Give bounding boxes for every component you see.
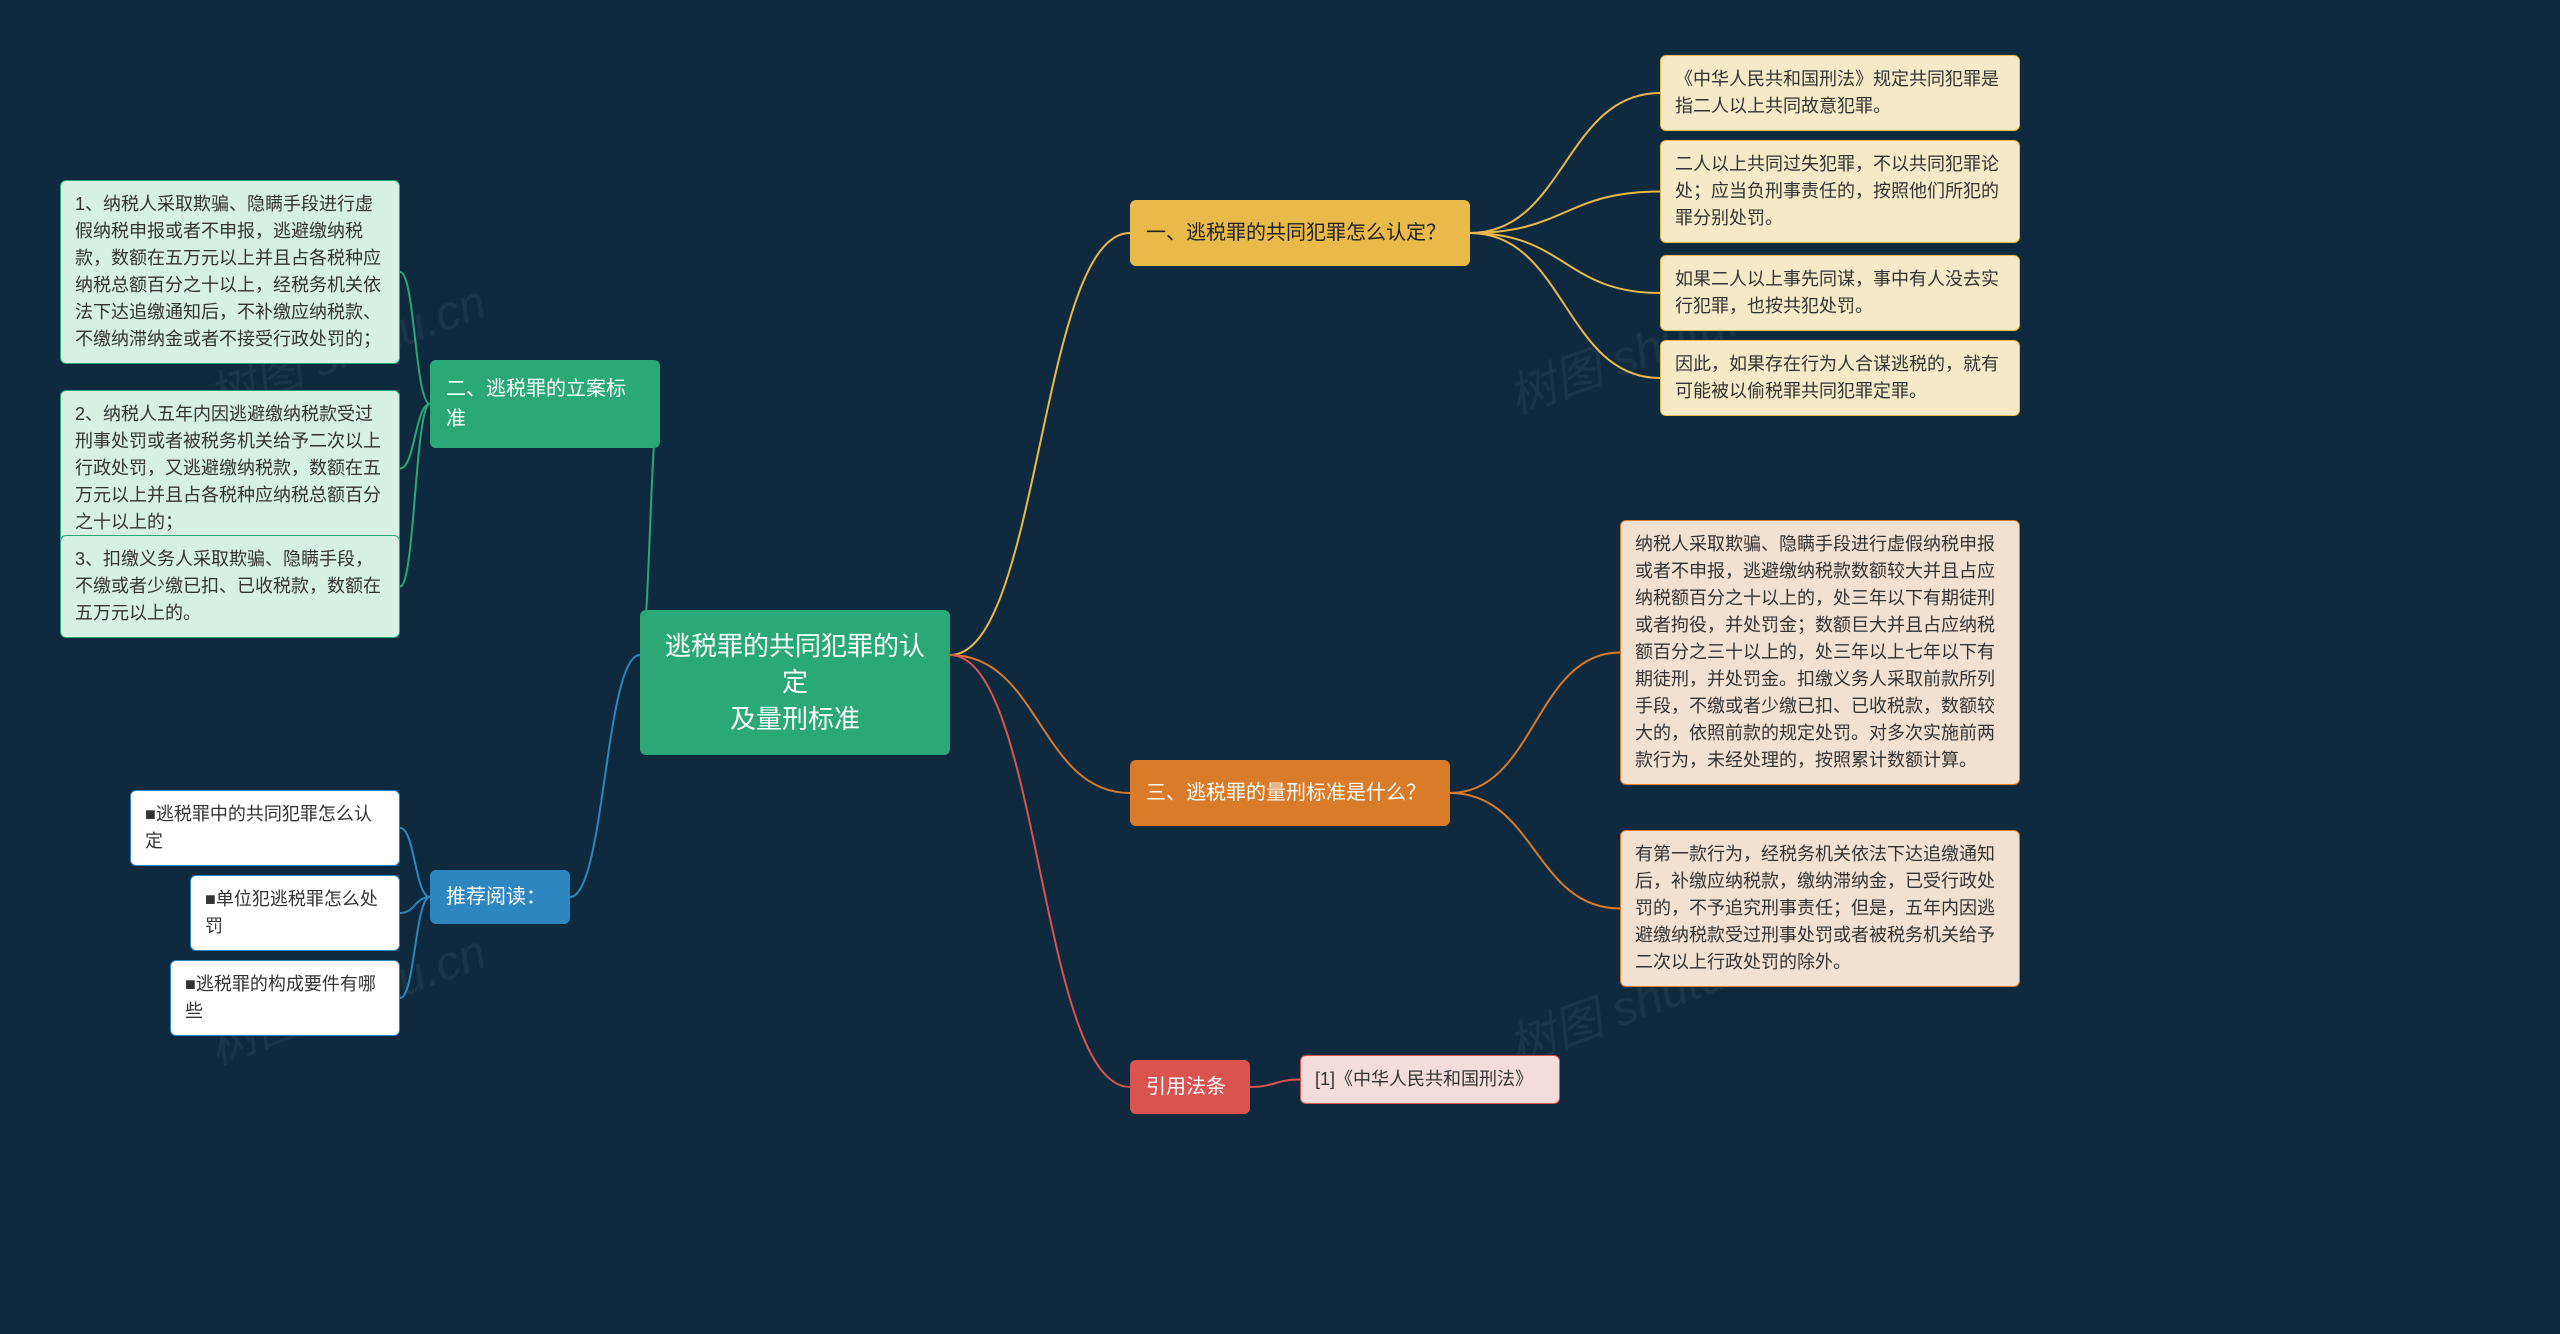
leaf-node[interactable]: 有第一款行为，经税务机关依法下达追缴通知后，补缴应纳税款，缴纳滞纳金，已受行政处… <box>1620 830 2020 987</box>
leaf-node[interactable]: 2、纳税人五年内因逃避缴纳税款受过刑事处罚或者被税务机关给予二次以上行政处罚，又… <box>60 390 400 547</box>
leaf-node[interactable]: 如果二人以上事先同谋，事中有人没去实行犯罪，也按共犯处罚。 <box>1660 255 2020 331</box>
leaf-node[interactable]: 3、扣缴义务人采取欺骗、隐瞒手段，不缴或者少缴已扣、已收税款，数额在五万元以上的… <box>60 535 400 638</box>
branch-node[interactable]: 一、逃税罪的共同犯罪怎么认定？ <box>1130 200 1470 266</box>
branch-node[interactable]: 二、逃税罪的立案标准 <box>430 360 660 448</box>
branch-node[interactable]: 引用法条 <box>1130 1060 1250 1114</box>
branch-node[interactable]: 三、逃税罪的量刑标准是什么？ <box>1130 760 1450 826</box>
leaf-node[interactable]: ■逃税罪的构成要件有哪些 <box>170 960 400 1036</box>
leaf-node[interactable]: 《中华人民共和国刑法》规定共同犯罪是指二人以上共同故意犯罪。 <box>1660 55 2020 131</box>
leaf-node[interactable]: [1]《中华人民共和国刑法》 <box>1300 1055 1560 1104</box>
leaf-node[interactable]: ■单位犯逃税罪怎么处罚 <box>190 875 400 951</box>
root-node[interactable]: 逃税罪的共同犯罪的认定及量刑标准 <box>640 610 950 755</box>
leaf-node[interactable]: 二人以上共同过失犯罪，不以共同犯罪论处；应当负刑事责任的，按照他们所犯的罪分别处… <box>1660 140 2020 243</box>
leaf-node[interactable]: 纳税人采取欺骗、隐瞒手段进行虚假纳税申报或者不申报，逃避缴纳税款数额较大并且占应… <box>1620 520 2020 785</box>
leaf-node[interactable]: 1、纳税人采取欺骗、隐瞒手段进行虚假纳税申报或者不申报，逃避缴纳税款，数额在五万… <box>60 180 400 364</box>
leaf-node[interactable]: 因此，如果存在行为人合谋逃税的，就有可能被以偷税罪共同犯罪定罪。 <box>1660 340 2020 416</box>
leaf-node[interactable]: ■逃税罪中的共同犯罪怎么认定 <box>130 790 400 866</box>
branch-node[interactable]: 推荐阅读： <box>430 870 570 924</box>
